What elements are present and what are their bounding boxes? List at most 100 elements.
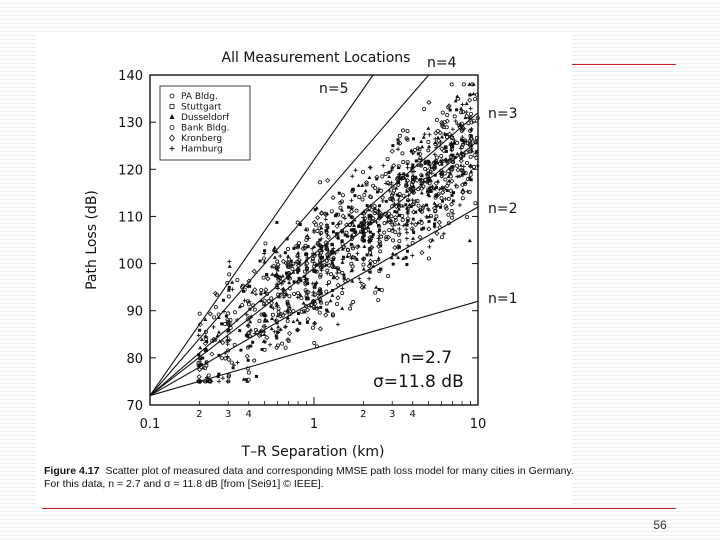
data-point — [262, 329, 267, 333]
data-point — [226, 311, 231, 316]
data-point — [273, 274, 277, 278]
data-point — [211, 315, 216, 320]
data-point — [376, 256, 381, 260]
data-point — [269, 326, 274, 331]
data-point — [296, 270, 300, 274]
data-point — [445, 113, 450, 118]
data-point — [407, 202, 412, 207]
data-point — [240, 303, 245, 308]
data-point — [390, 222, 395, 227]
data-point — [312, 284, 317, 289]
data-point — [325, 211, 330, 216]
y-tick-label: 140 — [118, 69, 143, 84]
data-point — [445, 188, 449, 192]
data-point — [390, 197, 396, 203]
data-point — [198, 345, 203, 350]
data-point — [221, 298, 225, 302]
data-point — [271, 306, 276, 311]
data-point — [316, 262, 322, 268]
data-point — [250, 290, 255, 294]
data-point — [337, 191, 341, 195]
data-point — [396, 213, 401, 217]
data-point — [453, 119, 458, 124]
data-point — [275, 261, 281, 268]
data-point — [272, 249, 276, 253]
data-point — [295, 220, 300, 225]
data-point — [435, 192, 440, 197]
data-point — [302, 279, 309, 286]
data-point — [334, 275, 340, 281]
data-point — [263, 287, 269, 293]
data-point — [319, 225, 324, 230]
data-point — [449, 82, 454, 87]
data-point — [350, 174, 355, 179]
data-point — [425, 171, 430, 176]
data-point — [361, 232, 366, 237]
data-point — [402, 176, 407, 180]
data-point — [325, 268, 330, 273]
data-point — [443, 158, 447, 162]
data-point — [226, 348, 231, 353]
data-point — [314, 206, 319, 210]
data-point — [318, 258, 323, 263]
data-point — [366, 207, 371, 212]
data-point — [377, 239, 383, 245]
x-axis-label: T–R Separation (km) — [241, 444, 385, 460]
data-point — [437, 187, 442, 192]
data-point — [448, 174, 453, 179]
data-point — [251, 340, 255, 344]
data-point — [434, 118, 439, 123]
data-point — [468, 106, 473, 111]
data-point — [312, 299, 317, 304]
data-point — [272, 329, 277, 334]
data-point — [397, 194, 402, 199]
data-point — [263, 340, 268, 345]
data-point — [311, 293, 316, 298]
data-point — [208, 378, 213, 383]
data-point — [401, 256, 406, 260]
data-point — [348, 302, 353, 307]
data-point — [323, 312, 329, 318]
data-point — [225, 338, 230, 343]
data-point — [335, 266, 340, 271]
data-point — [304, 238, 309, 243]
data-point — [361, 282, 367, 288]
data-point — [361, 230, 365, 234]
y-tick-label: 80 — [126, 352, 143, 367]
data-point — [419, 139, 424, 143]
data-point — [418, 172, 424, 178]
data-point — [295, 328, 299, 332]
data-point — [444, 133, 448, 137]
data-point — [298, 223, 302, 227]
data-point — [280, 313, 285, 318]
data-point — [262, 332, 267, 336]
data-point — [299, 279, 303, 283]
data-point — [227, 272, 232, 277]
data-point — [449, 166, 455, 172]
data-point — [274, 249, 279, 254]
data-point — [459, 182, 466, 188]
data-point — [292, 280, 296, 284]
data-point — [360, 226, 364, 230]
path-loss-lines: n=1 n=2 n=3 n=4 n=5 — [149, 55, 518, 397]
data-point — [455, 140, 460, 145]
data-point — [227, 322, 232, 327]
data-point — [423, 167, 428, 172]
data-point — [448, 188, 454, 194]
data-point — [330, 249, 334, 253]
data-point — [285, 337, 291, 343]
data-point — [426, 179, 431, 183]
data-point — [468, 111, 473, 116]
data-point — [283, 324, 288, 329]
data-point — [419, 186, 424, 191]
data-point — [349, 215, 353, 219]
data-point — [466, 177, 471, 182]
data-point — [253, 292, 258, 297]
data-point — [286, 302, 290, 306]
data-point — [418, 218, 423, 223]
caption-text: Scatter plot of measured data and corres… — [44, 465, 574, 490]
y-tick-label: 70 — [126, 399, 143, 414]
data-point — [248, 284, 252, 288]
x-tick-label: 0.1 — [140, 417, 161, 432]
data-point — [455, 122, 460, 127]
